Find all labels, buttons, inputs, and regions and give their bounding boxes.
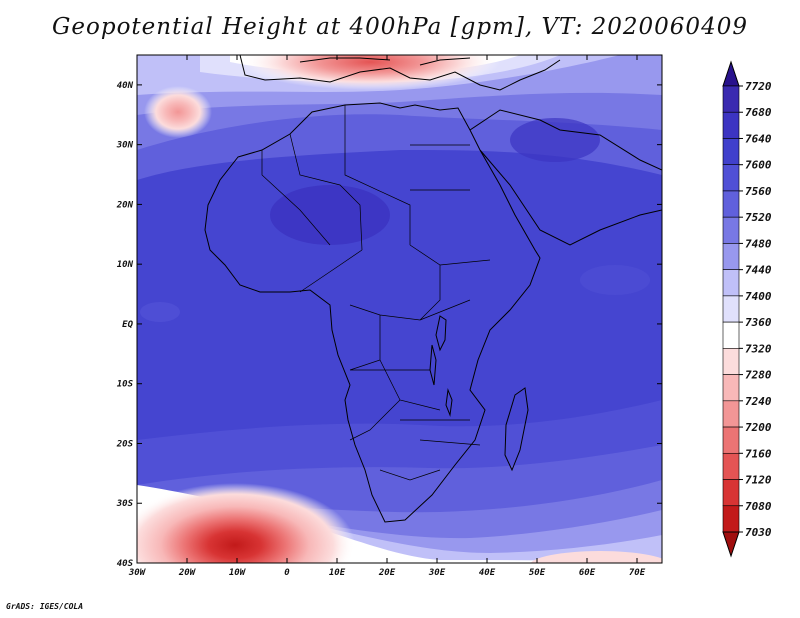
colorbar-label: 7560 (745, 185, 772, 198)
field-patch-atlantic (140, 302, 180, 322)
lat-tick-label: 30N (116, 141, 134, 151)
colorbar-label: 7720 (745, 80, 772, 93)
map-frame (136, 54, 663, 564)
colorbar-segment (722, 321, 740, 349)
lon-tick-label: 70E (629, 568, 646, 578)
arabia-coastline (469, 109, 662, 246)
colorbar-label: 7400 (745, 290, 772, 303)
lat-tick-label: 10N (117, 260, 134, 270)
colorbar-label: 7160 (745, 447, 772, 460)
colorbar-label: 7360 (745, 316, 772, 329)
map-title: Geopotential Height at 400hPa [gpm], VT:… (52, 14, 748, 40)
field-low-south-indian (530, 551, 662, 563)
lat-tick-label: 30S (116, 499, 134, 509)
field-low-atlantic (144, 86, 212, 138)
colorbar-segment (722, 400, 740, 428)
coastlines (204, 55, 662, 523)
colorbar-segment (722, 348, 740, 375)
colorbar-segment (722, 505, 740, 533)
madagascar-coastline (504, 387, 529, 472)
colorbar-segment (722, 164, 740, 192)
lon-tick-label: 0 (284, 568, 290, 578)
colorbar-segment (722, 85, 740, 113)
colorbar-segment (722, 374, 740, 402)
lake-malawi (445, 388, 453, 417)
country-borders (261, 105, 491, 481)
africa-coastline (204, 102, 541, 523)
field-high-arabia (510, 118, 600, 162)
lon-tick-label: 10E (329, 568, 346, 578)
latitude-axis: 40N 30N 20N 10N EQ 10S 20S 30S 40S (116, 81, 662, 569)
colorbar-label: 7240 (745, 395, 772, 408)
colorbar-arrow-top (722, 60, 740, 87)
colorbar-segment (722, 479, 740, 507)
colorbar-label: 7030 (745, 526, 772, 539)
geopotential-field (137, 55, 662, 563)
field-high-sahara (270, 185, 390, 245)
colorbar: 7720 7680 7640 7600 7560 7520 7480 7440 7400 7360… (722, 60, 772, 558)
colorbar-segment (722, 111, 740, 139)
colorbar-label: 7280 (745, 369, 772, 382)
colorbar-label: 7680 (745, 106, 772, 119)
lat-tick-label: 40S (117, 559, 134, 569)
colorbar-label: 7520 (745, 211, 772, 224)
lake-victoria (435, 315, 447, 352)
lon-tick-label: 20E (378, 568, 396, 578)
colorbar-label: 7200 (745, 421, 772, 434)
border-lines (261, 105, 491, 481)
colorbar-segment (722, 190, 740, 218)
lat-tick-label: 20S (116, 439, 134, 449)
colorbar-segment (722, 138, 740, 166)
colorbar-segment (722, 243, 740, 270)
colorbar-segment (722, 452, 740, 480)
colorbar-segment (722, 295, 740, 323)
mediterranean-coastline (239, 55, 561, 91)
lat-tick-label: EQ (122, 320, 133, 330)
colorbar-label: 7600 (745, 159, 772, 172)
colorbar-label: 7440 (745, 264, 772, 277)
colorbar-arrow-bottom (722, 531, 740, 558)
lon-tick-label: 30W (128, 568, 147, 578)
colorbar-label: 7640 (745, 132, 772, 145)
lon-tick-label: 60E (579, 568, 596, 578)
field-low-south-atlantic (137, 483, 355, 563)
europe-coastline (299, 57, 471, 66)
field-low-mediterranean (240, 55, 500, 90)
lon-tick-label: 30E (428, 568, 446, 578)
lon-tick-label: 40E (479, 568, 496, 578)
colorbar-label: 7120 (745, 474, 772, 487)
field-patch-indian (580, 265, 650, 295)
credit-text: GrADS: IGES/COLA (6, 602, 84, 611)
lat-tick-label: 10S (117, 380, 134, 390)
lat-tick-label: 20N (116, 200, 134, 210)
lon-tick-label: 10W (229, 568, 247, 578)
colorbar-label: 7320 (745, 342, 772, 355)
lon-tick-label: 50E (529, 568, 546, 578)
lake-tanganyika (429, 344, 437, 386)
lon-tick-label: 20W (178, 568, 197, 578)
colorbar-segment (722, 269, 740, 297)
colorbar-segment (722, 426, 740, 454)
colorbar-segment (722, 216, 740, 244)
colorbar-label: 7080 (745, 500, 772, 513)
lat-tick-label: 40N (117, 81, 134, 91)
colorbar-label: 7480 (745, 237, 772, 250)
longitude-axis: 30W 20W 10W 0 10E 20E 30E 40E 50E 60E 70E (128, 55, 646, 578)
